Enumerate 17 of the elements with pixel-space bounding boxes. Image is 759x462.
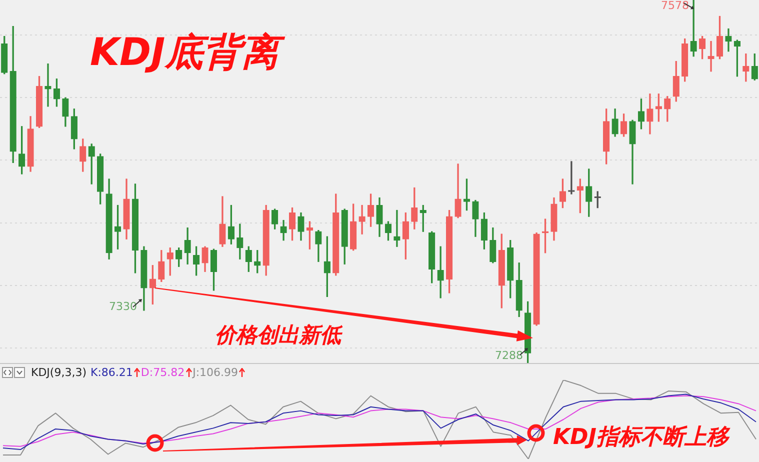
candlestick — [708, 40, 714, 72]
candlestick — [394, 210, 400, 247]
annotation: 7578 — [661, 0, 689, 12]
text: D:75.82 — [140, 366, 185, 378]
candlestick — [437, 246, 444, 298]
text: J:106.99 — [192, 366, 238, 378]
candlestick — [690, 0, 697, 57]
text: K:86.21 — [90, 366, 133, 378]
annotation: 7288 — [495, 349, 523, 362]
candlestick — [725, 28, 732, 52]
annotation: 价格创出新低 — [215, 323, 341, 348]
candlestick — [44, 64, 52, 107]
annotation: KDJ指标不断上移 — [553, 425, 728, 450]
candlestick — [358, 204, 366, 234]
annotation: 7330 — [109, 300, 137, 314]
candlestick — [568, 161, 575, 194]
chart-title: KDJ(9,3,3) — [31, 366, 86, 378]
